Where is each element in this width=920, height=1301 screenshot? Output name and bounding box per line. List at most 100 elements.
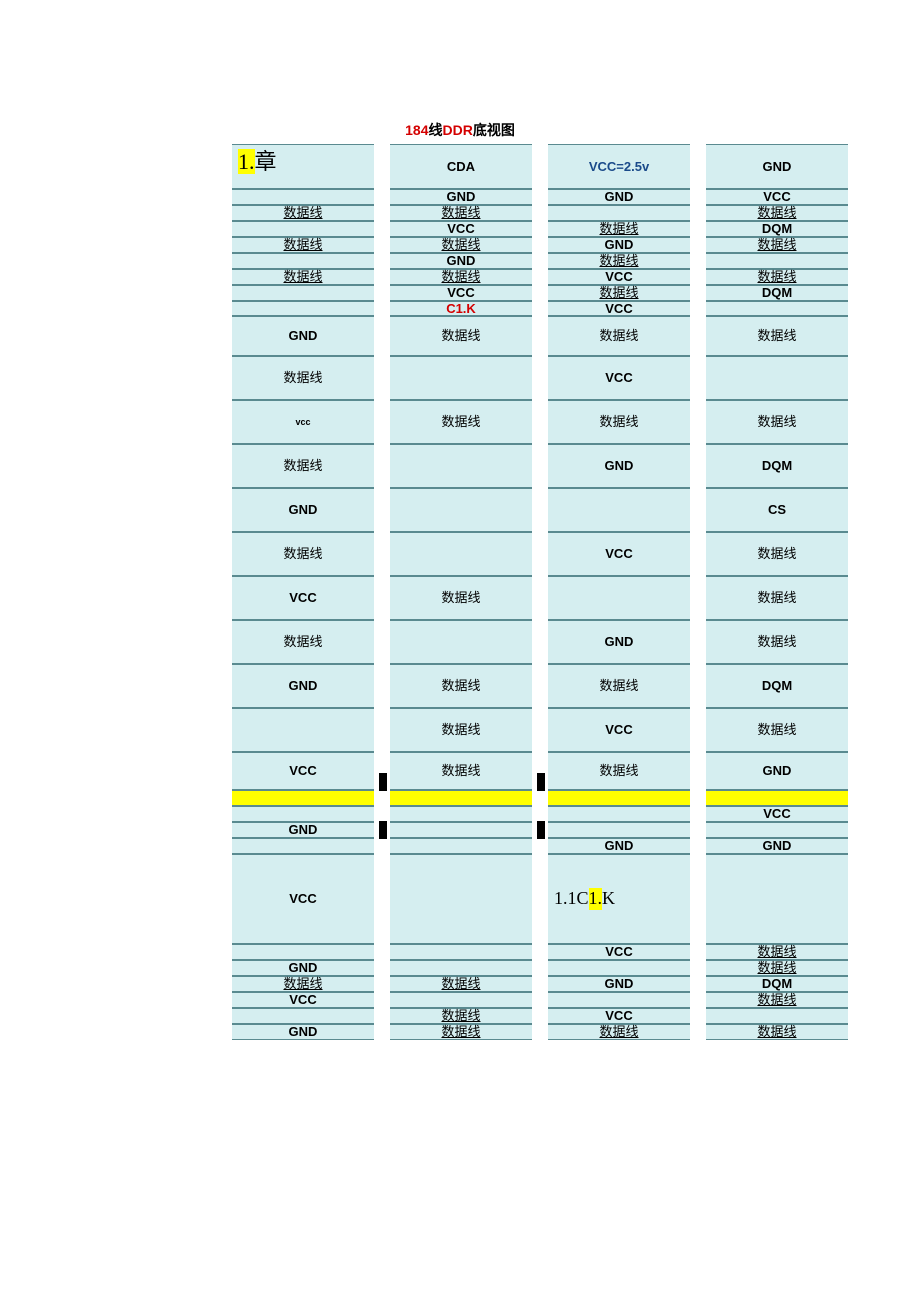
pin-cell (548, 576, 690, 620)
column: CDAGND数据线VCC数据线GND数据线VCCC1.K数据线数据线数据线数据线… (390, 144, 532, 1040)
pin-cell (232, 301, 374, 316)
pin-label: 数据线 (283, 634, 322, 650)
pin-label: GND (605, 838, 634, 854)
pin-label: GND (605, 189, 634, 205)
pin-cell: 数据线 (706, 992, 848, 1008)
pinout-grid: 1.章数据线数据线数据线GND数据线vcc数据线GND数据线VCC数据线GNDV… (0, 144, 920, 1040)
pin-cell: VCC (548, 944, 690, 960)
pin-cell: 数据线 (548, 400, 690, 444)
pin-cell: 数据线 (390, 316, 532, 356)
pin-cell: 数据线 (548, 221, 690, 237)
pin-label: 数据线 (441, 205, 480, 221)
pin-cell: 数据线 (390, 752, 532, 790)
pin-label: 数据线 (757, 546, 796, 562)
pin-label: 数据线 (599, 763, 638, 779)
page: 184线DDR底视图 1.章数据线数据线数据线GND数据线vcc数据线GND数据… (0, 0, 920, 1040)
pin-cell: 数据线 (390, 205, 532, 221)
pin-cell: DQM (706, 664, 848, 708)
pin-label: VCC (289, 891, 316, 907)
pin-label: GND (289, 678, 318, 694)
pin-label: VCC (447, 221, 474, 237)
pin-cell: GND (390, 189, 532, 205)
pin-cell: VCC (232, 752, 374, 790)
pin-label: 数据线 (599, 328, 638, 344)
pin-label: VCC (605, 944, 632, 960)
pin-cell: GND (706, 752, 848, 790)
pin-cell: 数据线 (390, 576, 532, 620)
pin-cell: GND (232, 822, 374, 838)
pin-cell: VCC (390, 221, 532, 237)
title-p2: 线 (429, 122, 443, 138)
pin-label: VCC (605, 301, 632, 317)
pin-cell: VCC=2.5v (548, 144, 690, 189)
pin-cell: GND (232, 316, 374, 356)
title-p3: DDR (443, 122, 473, 138)
pin-label: VCC (605, 1008, 632, 1024)
pin-cell: 数据线 (548, 1024, 690, 1040)
pin-label: VCC (289, 590, 316, 606)
pin-cell: VCC (706, 806, 848, 822)
pin-cell: 数据线 (232, 356, 374, 400)
pin-cell (232, 221, 374, 237)
pin-cell: GND (232, 664, 374, 708)
pin-cell: 数据线 (390, 708, 532, 752)
pin-cell: VCC (548, 356, 690, 400)
pin-cell (706, 301, 848, 316)
pin-label: GND (605, 634, 634, 650)
pin-label: 数据线 (599, 678, 638, 694)
pin-cell (390, 960, 532, 976)
pin-cell: 数据线 (548, 752, 690, 790)
pin-cell (390, 444, 532, 488)
column: 1.章数据线数据线数据线GND数据线vcc数据线GND数据线VCC数据线GNDV… (232, 144, 374, 1040)
pin-label: 数据线 (441, 1024, 480, 1040)
title: 184线DDR底视图 (0, 120, 920, 140)
pin-cell: DQM (706, 444, 848, 488)
pin-label: 数据线 (441, 763, 480, 779)
pin-cell: 数据线 (390, 664, 532, 708)
pin-label: 数据线 (599, 285, 638, 301)
pin-label: VCC (605, 370, 632, 386)
pin-cell: 数据线 (548, 285, 690, 301)
pin-label: GND (289, 502, 318, 518)
pin-label: GND (605, 237, 634, 253)
pin-cell (232, 285, 374, 301)
pin-label: DQM (762, 285, 792, 301)
pin-cell (390, 488, 532, 532)
pin-cell (548, 790, 690, 806)
pin-cell (232, 253, 374, 269)
pin-cell: VCC (548, 532, 690, 576)
pin-cell: C1.K (390, 301, 532, 316)
pin-cell: 数据线 (706, 944, 848, 960)
pin-cell: DQM (706, 976, 848, 992)
pin-cell: 数据线 (232, 444, 374, 488)
pin-cell (548, 488, 690, 532)
pin-cell: GND (548, 976, 690, 992)
pin-label: 数据线 (441, 414, 480, 430)
pin-label: VCC (763, 189, 790, 205)
pin-cell (390, 992, 532, 1008)
pin-cell (390, 532, 532, 576)
pin-cell: 数据线 (706, 1024, 848, 1040)
pin-label: VCC (289, 992, 316, 1008)
pin-cell: 数据线 (706, 205, 848, 221)
pin-cell (232, 189, 374, 205)
pin-cell: 数据线 (706, 960, 848, 976)
pin-label: 数据线 (757, 328, 796, 344)
pin-cell: 数据线 (390, 400, 532, 444)
pin-cell: VCC (232, 854, 374, 944)
pin-cell (390, 838, 532, 854)
pin-label: 数据线 (441, 1008, 480, 1024)
pin-label: 数据线 (441, 722, 480, 738)
pin-label: 数据线 (757, 634, 796, 650)
pin-cell: DQM (706, 221, 848, 237)
pin-label: VCC (605, 269, 632, 285)
pin-cell: GND (706, 838, 848, 854)
pin-label: 数据线 (441, 590, 480, 606)
pin-cell: GND (548, 189, 690, 205)
pin-cell: VCC (390, 285, 532, 301)
pin-label: DQM (762, 678, 792, 694)
pin-label: GND (289, 822, 318, 838)
pin-cell (232, 790, 374, 806)
pin-label: CS (768, 502, 786, 518)
pin-cell: 数据线 (390, 237, 532, 253)
